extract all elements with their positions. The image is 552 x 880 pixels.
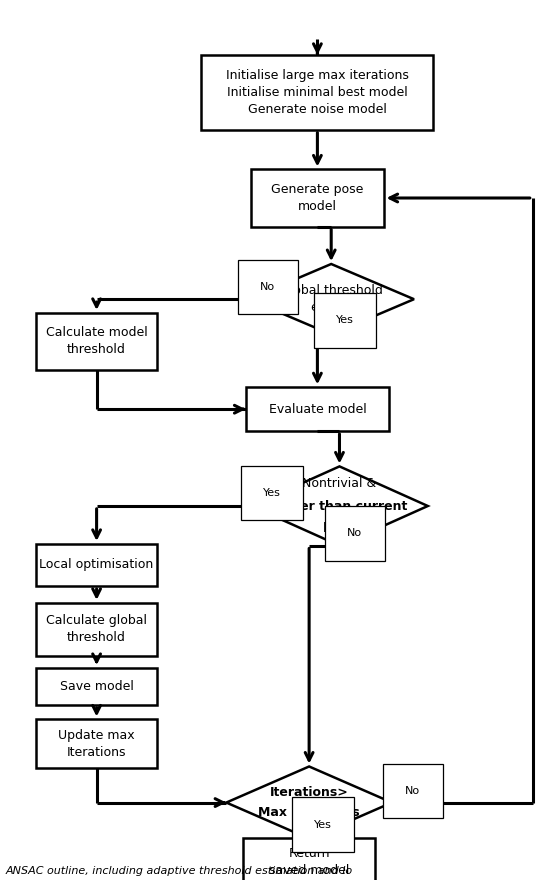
FancyBboxPatch shape — [36, 544, 157, 586]
Polygon shape — [248, 264, 414, 334]
Text: better than current: better than current — [271, 500, 408, 512]
Text: Iterations>: Iterations> — [270, 786, 348, 799]
Polygon shape — [226, 766, 392, 839]
Text: Calculate model
threshold: Calculate model threshold — [46, 326, 147, 356]
Text: Generate pose
model: Generate pose model — [271, 183, 364, 213]
Text: Initialise large max iterations
Initialise minimal best model
Generate noise mod: Initialise large max iterations Initiali… — [226, 69, 409, 116]
Text: Global threshold
exists?: Global threshold exists? — [280, 284, 383, 314]
FancyBboxPatch shape — [251, 169, 384, 226]
FancyBboxPatch shape — [36, 720, 157, 767]
Text: Yes: Yes — [314, 819, 332, 830]
FancyBboxPatch shape — [36, 312, 157, 370]
Text: Max Iterations: Max Iterations — [258, 806, 360, 819]
Polygon shape — [251, 466, 428, 546]
Text: No: No — [260, 282, 275, 292]
Text: Return
saved model: Return saved model — [269, 847, 349, 877]
Text: ANSAC outline, including adaptive threshold estimation and lo: ANSAC outline, including adaptive thresh… — [6, 866, 353, 876]
Text: best?: best? — [323, 522, 356, 535]
Text: No: No — [405, 786, 421, 796]
FancyBboxPatch shape — [36, 668, 157, 705]
FancyBboxPatch shape — [36, 603, 157, 656]
Text: Yes: Yes — [336, 315, 354, 326]
Text: Evaluate model: Evaluate model — [268, 403, 367, 415]
FancyBboxPatch shape — [243, 838, 375, 880]
Text: Save model: Save model — [60, 680, 134, 693]
Text: Yes: Yes — [263, 488, 281, 498]
Text: Nontrivial &: Nontrivial & — [302, 477, 376, 490]
FancyBboxPatch shape — [246, 387, 389, 431]
Text: Calculate global
threshold: Calculate global threshold — [46, 614, 147, 644]
Text: Local optimisation: Local optimisation — [40, 559, 153, 571]
Text: Update max
Iterations: Update max Iterations — [59, 729, 135, 759]
Text: No: No — [347, 528, 363, 539]
FancyBboxPatch shape — [201, 55, 433, 129]
